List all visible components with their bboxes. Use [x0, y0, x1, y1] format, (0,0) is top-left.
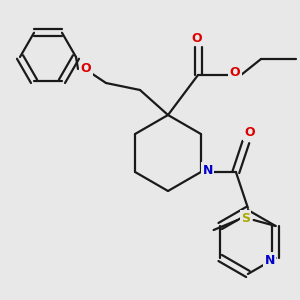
Text: O: O: [192, 32, 202, 44]
Text: O: O: [230, 67, 240, 80]
Text: O: O: [244, 127, 255, 140]
Text: N: N: [264, 254, 275, 266]
Text: S: S: [241, 212, 250, 224]
Text: O: O: [81, 62, 91, 76]
Text: N: N: [203, 164, 213, 176]
